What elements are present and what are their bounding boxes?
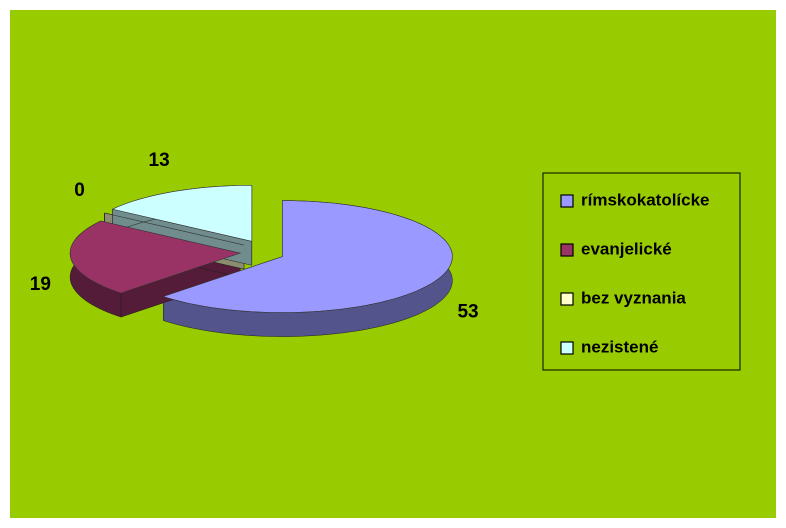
legend-label: rímskokatolícke xyxy=(581,190,710,209)
data-label: 13 xyxy=(149,150,170,171)
legend-swatch xyxy=(560,292,574,306)
legend-swatch xyxy=(560,194,574,208)
legend-label: evanjelické xyxy=(581,239,672,258)
slice xyxy=(104,212,245,246)
slice xyxy=(69,220,242,294)
slice xyxy=(111,185,253,242)
legend-box xyxy=(542,172,741,371)
data-label: 19 xyxy=(30,274,51,295)
legend-label: nezistené xyxy=(581,337,658,356)
legend-swatch xyxy=(560,341,574,355)
legend-label: bez vyznania xyxy=(581,288,686,307)
slice xyxy=(162,200,453,313)
data-label: 53 xyxy=(457,301,478,322)
data-label: 0 xyxy=(74,180,85,201)
legend-swatch xyxy=(560,243,574,257)
